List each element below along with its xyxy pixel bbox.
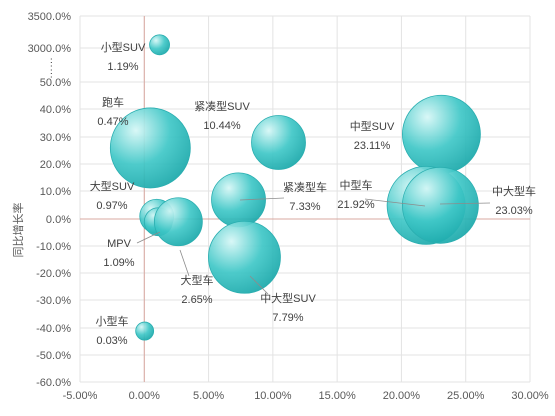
x-tick-label: 20.00% [383,390,421,402]
leader-lines [136,197,491,295]
bubble-label-name: 紧凑型SUV [194,99,250,113]
x-tick-label: 30.00% [511,390,549,402]
leader-line [439,202,491,205]
x-tick-label: 25.00% [447,390,485,402]
bubble [211,172,266,228]
bubble-label-name: 大型SUV [90,179,135,193]
x-tick-label: 10.00% [254,390,292,402]
bubble-label-name: MPV [107,238,132,250]
bubble-label-name: 小型SUV [101,40,146,54]
bubble-label-name: 中大型车 [492,184,536,198]
y-tick-label: -10.0% [36,241,71,253]
bubble-labels: 小型SUV 1.19% 跑车 0.47% 紧凑型SUV 10.44% 中型SUV 23.11%… [90,40,536,347]
bubble-label-share: 0.97% [96,200,127,212]
x-tick-label: 0.00% [129,390,160,402]
bubble-label-share: 1.19% [107,61,138,73]
bubble-label-share: 7.33% [289,201,320,213]
bubble [208,220,281,294]
bubble-label-share: 10.44% [203,120,241,132]
bubble [135,321,155,341]
y-tick-label: -50.0% [36,350,71,362]
y-tick-label: 3000.0% [28,43,72,55]
bubble-label-share: 7.79% [272,312,303,324]
leader-line [364,198,426,207]
bubble-label-share: 2.65% [181,294,212,306]
bubble-label-name: 中型SUV [350,119,395,133]
leader-line [179,249,190,277]
bubble-label-share: 23.11% [354,140,391,152]
leader-line [249,275,269,295]
y-tick-label: 20.0% [40,159,71,171]
axes: -60.0% -50.0% -40.0% -30.0% -20.0% -10.0% 0.0%… [28,11,549,402]
bubble-label-share: 1.09% [103,257,134,269]
y-tick-label: -40.0% [36,323,71,335]
bubble [149,34,170,56]
bubble [153,197,203,247]
bubble-label-name: 大型车 [181,273,214,287]
x-tick-label: 15.00% [318,390,356,402]
y-tick-label: 3500.0% [28,11,72,23]
y-axis-break: …… [43,57,55,79]
bubble [251,115,306,170]
y-tick-label: 10.0% [40,186,71,198]
bubble [401,166,479,244]
leader-line [136,231,161,244]
bubble-label-share: 23.03% [495,205,533,217]
bubble-label-share: 21.92% [337,199,375,211]
x-tick-label: -5.00% [63,390,98,402]
x-tick-label: 5.00% [193,390,224,402]
y-tick-label: 30.0% [40,132,71,144]
bubbles [109,34,481,341]
bubble-label-name: 中大型SUV [260,291,316,305]
bubble-label-share: 0.47% [97,116,128,128]
bubble [402,94,481,174]
y-tick-label: 0.0% [46,214,71,226]
y-axis-title: 同比增长率 [11,203,25,258]
y-tick-label: -30.0% [36,295,71,307]
y-tick-label: -20.0% [36,268,71,280]
y-tick-label: 50.0% [40,77,71,89]
bubble-label-name: 跑车 [102,95,124,109]
bubble-label-name: 紧凑型车 [283,180,327,194]
bubble-label-name: 中型车 [340,178,373,192]
leader-line [239,197,285,201]
bubble-label-share: 0.03% [96,335,127,347]
bubble-label-name: 小型车 [96,314,129,328]
y-tick-label: 40.0% [40,104,71,116]
bubble [109,107,191,189]
y-tick-label: -60.0% [36,377,71,389]
